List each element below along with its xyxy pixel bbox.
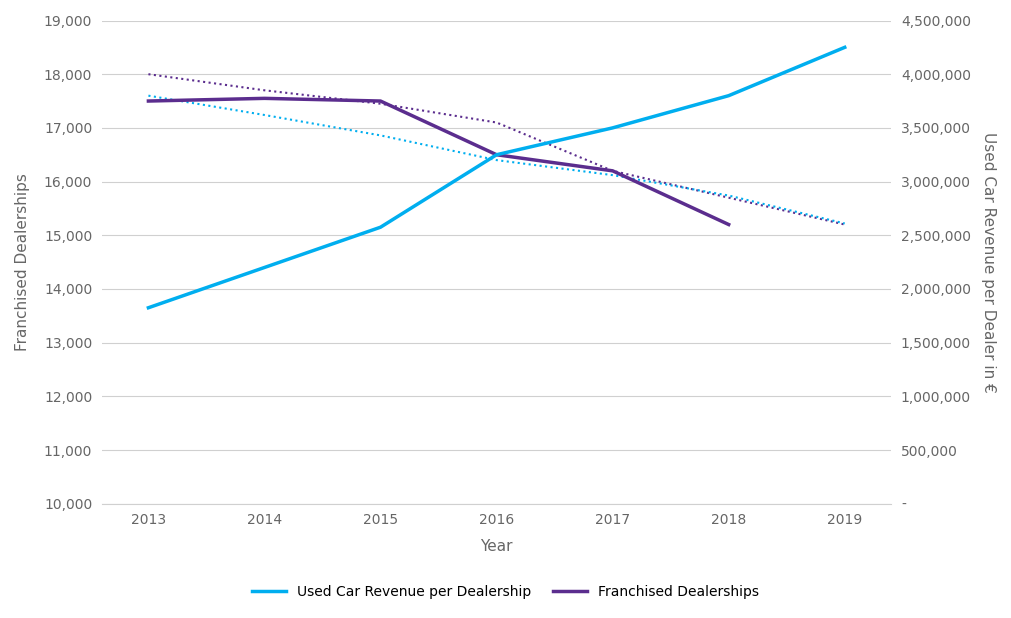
Y-axis label: Used Car Revenue per Dealer in €: Used Car Revenue per Dealer in € xyxy=(981,132,996,392)
Legend: Used Car Revenue per Dealership, Franchised Dealerships: Used Car Revenue per Dealership, Franchi… xyxy=(246,580,765,605)
Y-axis label: Franchised Dealerships: Franchised Dealerships xyxy=(15,173,30,351)
X-axis label: Year: Year xyxy=(480,538,513,554)
